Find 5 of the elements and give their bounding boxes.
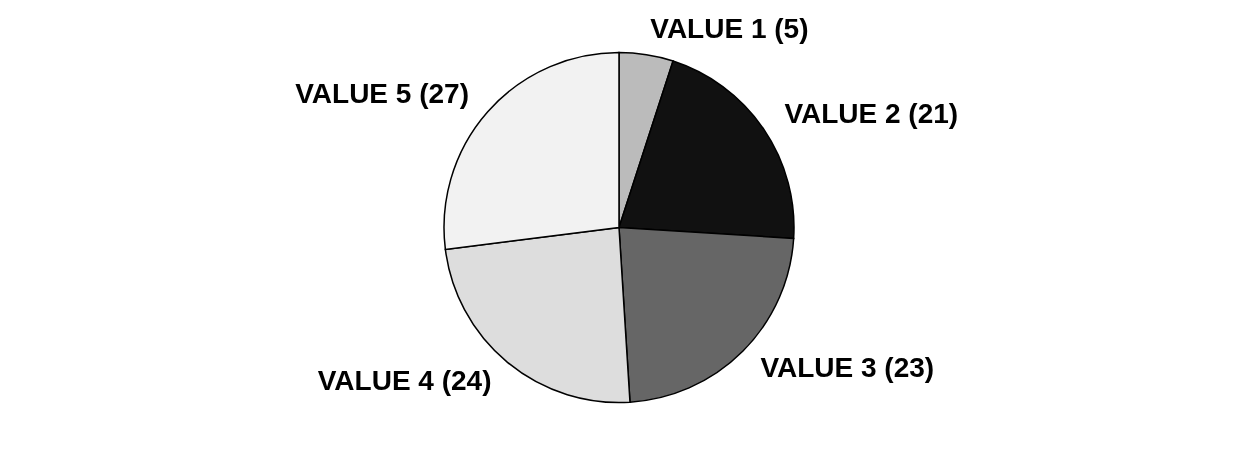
slice-label: VALUE 4 (24) <box>317 364 492 396</box>
slice-label: VALUE 5 (27) <box>295 78 469 110</box>
slice-label: VALUE 3 (23) <box>760 351 935 383</box>
slice-label: VALUE 2 (21) <box>784 98 959 130</box>
slice-label: VALUE 1 (5) <box>650 12 809 44</box>
